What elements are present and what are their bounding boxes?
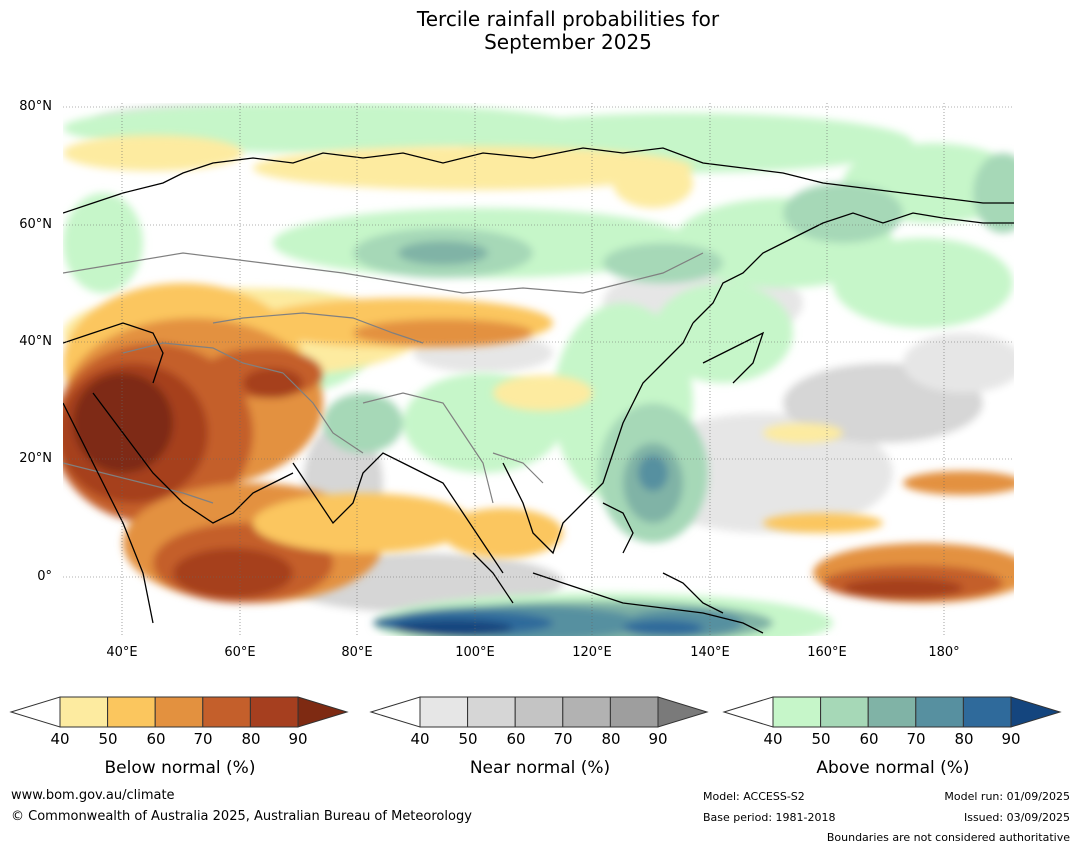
tick-50: 50 <box>98 730 118 748</box>
lon-label-40e: 40°E <box>106 645 138 660</box>
colorbar-swatch <box>609 696 659 728</box>
tick-90: 90 <box>648 730 668 748</box>
lat-label-80n: 80°N <box>19 99 52 114</box>
tick-90: 90 <box>288 730 308 748</box>
tick-60: 60 <box>859 730 879 748</box>
tick-40: 40 <box>410 730 430 748</box>
colorbar-swatch <box>154 696 204 728</box>
lon-label-180: 180° <box>928 645 960 660</box>
colorbar-swatch <box>915 696 964 728</box>
issued-date: Issued: 03/09/2025 <box>963 811 1070 824</box>
tick-40: 40 <box>50 730 70 748</box>
colorbar-near-label: Near normal (%) <box>469 758 611 778</box>
colorbar-near-normal: 40 50 60 70 80 90 Near normal (%) <box>368 695 728 795</box>
colorbar-above-normal: 40 50 60 70 80 90 Above normal (%) <box>721 695 1081 795</box>
tick-80: 80 <box>954 730 974 748</box>
coastlines <box>63 147 1014 634</box>
colorbar-swatch <box>562 696 611 728</box>
colorbar-extend-arrow <box>657 696 709 728</box>
chart-title: Tercile rainfall probabilities for Septe… <box>0 8 1081 54</box>
tick-50: 50 <box>811 730 831 748</box>
tick-60: 60 <box>146 730 166 748</box>
tick-70: 70 <box>193 730 213 748</box>
lon-label-120e: 120°E <box>572 645 612 660</box>
graticule <box>63 103 1014 636</box>
colorbar-extend-arrow <box>1010 696 1062 728</box>
lat-label-0: 0° <box>37 569 52 584</box>
colorbar-below-label: Below normal (%) <box>104 758 256 778</box>
lon-label-60e: 60°E <box>224 645 256 660</box>
lon-label-80e: 80°E <box>341 645 373 660</box>
model-run-date: Model run: 01/09/2025 <box>944 790 1070 803</box>
title-line-2: September 2025 <box>484 30 652 54</box>
colorbar-swatch <box>467 696 516 728</box>
colorbar-swatch <box>820 696 869 728</box>
colorbar-swatch <box>249 696 299 728</box>
lat-label-20n: 20°N <box>19 451 52 466</box>
tick-70: 70 <box>906 730 926 748</box>
tick-40: 40 <box>763 730 783 748</box>
tick-50: 50 <box>458 730 478 748</box>
country-boundaries <box>63 252 704 504</box>
tick-60: 60 <box>506 730 526 748</box>
colorbar-swatch <box>867 696 917 728</box>
bom-url-link[interactable]: www.bom.gov.au/climate <box>11 788 175 803</box>
tick-80: 80 <box>241 730 261 748</box>
copyright-text: © Commonwealth of Australia 2025, Austra… <box>11 809 472 824</box>
colorbar-swatch <box>107 696 156 728</box>
model-name: Model: ACCESS-S2 <box>703 790 805 803</box>
colorbar-swatch <box>59 696 109 728</box>
colorbar-swatch <box>772 696 822 728</box>
colorbar-below-normal: 40 50 60 70 80 90 Below normal (%) <box>8 695 368 795</box>
colorbar-swatch <box>419 696 469 728</box>
lon-label-160e: 160°E <box>807 645 847 660</box>
colorbar-near-swatches <box>369 696 709 728</box>
colorbar-above-label: Above normal (%) <box>816 758 970 778</box>
tick-80: 80 <box>601 730 621 748</box>
lat-label-60n: 60°N <box>19 217 52 232</box>
colorbar-swatch <box>202 696 251 728</box>
colorbar-extend-arrow <box>297 696 349 728</box>
rainfall-map <box>63 103 1014 636</box>
base-period: Base period: 1981-2018 <box>703 811 836 824</box>
tick-90: 90 <box>1001 730 1021 748</box>
lon-label-140e: 140°E <box>690 645 730 660</box>
colorbar-swatch <box>962 696 1012 728</box>
colorbar-swatch <box>514 696 564 728</box>
map-canvas <box>63 103 1014 636</box>
colorbar-below-swatches <box>9 696 349 728</box>
tick-70: 70 <box>553 730 573 748</box>
lon-label-100e: 100°E <box>455 645 495 660</box>
boundaries-disclaimer: Boundaries are not considered authoritat… <box>826 831 1070 844</box>
title-line-1: Tercile rainfall probabilities for <box>416 7 720 31</box>
colorbar-above-swatches <box>722 696 1062 728</box>
lat-label-40n: 40°N <box>19 334 52 349</box>
